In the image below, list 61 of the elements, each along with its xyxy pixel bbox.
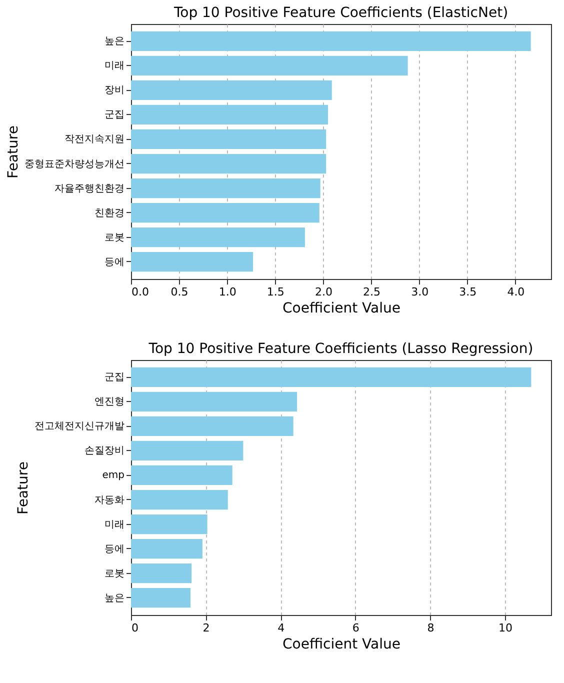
y-tick-label: 친환경 (94, 208, 124, 219)
bar (131, 538, 202, 559)
x-tick-label: 2 (202, 622, 210, 634)
y-tick-label: 자율주행친환경 (54, 183, 124, 194)
x-tick-label: 6 (352, 622, 360, 634)
y-tick-label: 미래 (104, 519, 124, 530)
x-tick-label: 0.0 (132, 286, 149, 298)
bar (131, 104, 328, 125)
bar (131, 367, 532, 387)
y-tick-label: emp (102, 470, 124, 482)
y-tick-label: 등에 (104, 256, 124, 268)
y-tick-label: 작전지속지원 (64, 134, 124, 146)
y-tick-label: 장비 (104, 85, 124, 96)
y-tick-label: 등에 (104, 544, 124, 555)
y-tick-label: 자동화 (94, 494, 124, 506)
bar (131, 564, 192, 584)
x-axis-title: Coefficient Value (282, 636, 400, 652)
y-tick-label: 전고체전지신규개발 (34, 421, 124, 432)
y-tick-label: 높은 (104, 36, 124, 48)
y-tick-label: 중형표준차량성능개선 (24, 158, 124, 170)
bar (131, 416, 294, 436)
y-tick-label: 로봇 (104, 232, 124, 244)
bar (131, 440, 244, 461)
y-tick-label: 높은 (104, 592, 124, 604)
x-axis-title: Coefficient Value (282, 300, 400, 316)
y-axis-title: Feature (16, 462, 32, 514)
bar (131, 154, 326, 174)
bar (131, 252, 254, 272)
chart-title: Top 10 Positive Feature Coefficients (Lasso Regression) (148, 341, 534, 357)
y-tick-label: 로봇 (104, 568, 124, 580)
y-tick-label: 손질장비 (84, 446, 124, 457)
bar (131, 465, 232, 486)
x-tick-label: 2.0 (314, 286, 332, 298)
x-tick-label: 1.0 (218, 286, 236, 298)
bar (131, 129, 326, 150)
x-tick-label: 10 (498, 622, 512, 634)
bar (131, 490, 228, 510)
bar (131, 202, 320, 223)
x-tick-label: 8 (427, 622, 434, 634)
y-tick-label: 군집 (104, 372, 124, 384)
x-tick-label: 3.0 (411, 286, 429, 298)
y-tick-label: 군집 (104, 110, 124, 121)
x-tick-label: 4.0 (507, 286, 525, 298)
x-tick-label: 3.5 (459, 286, 477, 298)
x-tick-label: 0.5 (170, 286, 188, 298)
bar (131, 228, 305, 248)
x-tick-label: 2.5 (363, 286, 381, 298)
bar (131, 56, 408, 76)
y-axis-title: Feature (6, 126, 22, 178)
y-tick-label: 미래 (104, 60, 124, 72)
bar (131, 178, 320, 198)
x-tick-label: 1.5 (266, 286, 284, 298)
bar (131, 588, 190, 608)
bar (131, 80, 332, 100)
x-tick-label: 0 (132, 622, 138, 634)
bar (131, 514, 208, 534)
x-tick-label: 4 (278, 622, 285, 634)
bar (131, 392, 298, 412)
chart-title: Top 10 Positive Feature Coefficients (ElasticNet) (172, 5, 508, 21)
bar (131, 31, 531, 51)
y-tick-label: 엔진형 (94, 396, 124, 408)
